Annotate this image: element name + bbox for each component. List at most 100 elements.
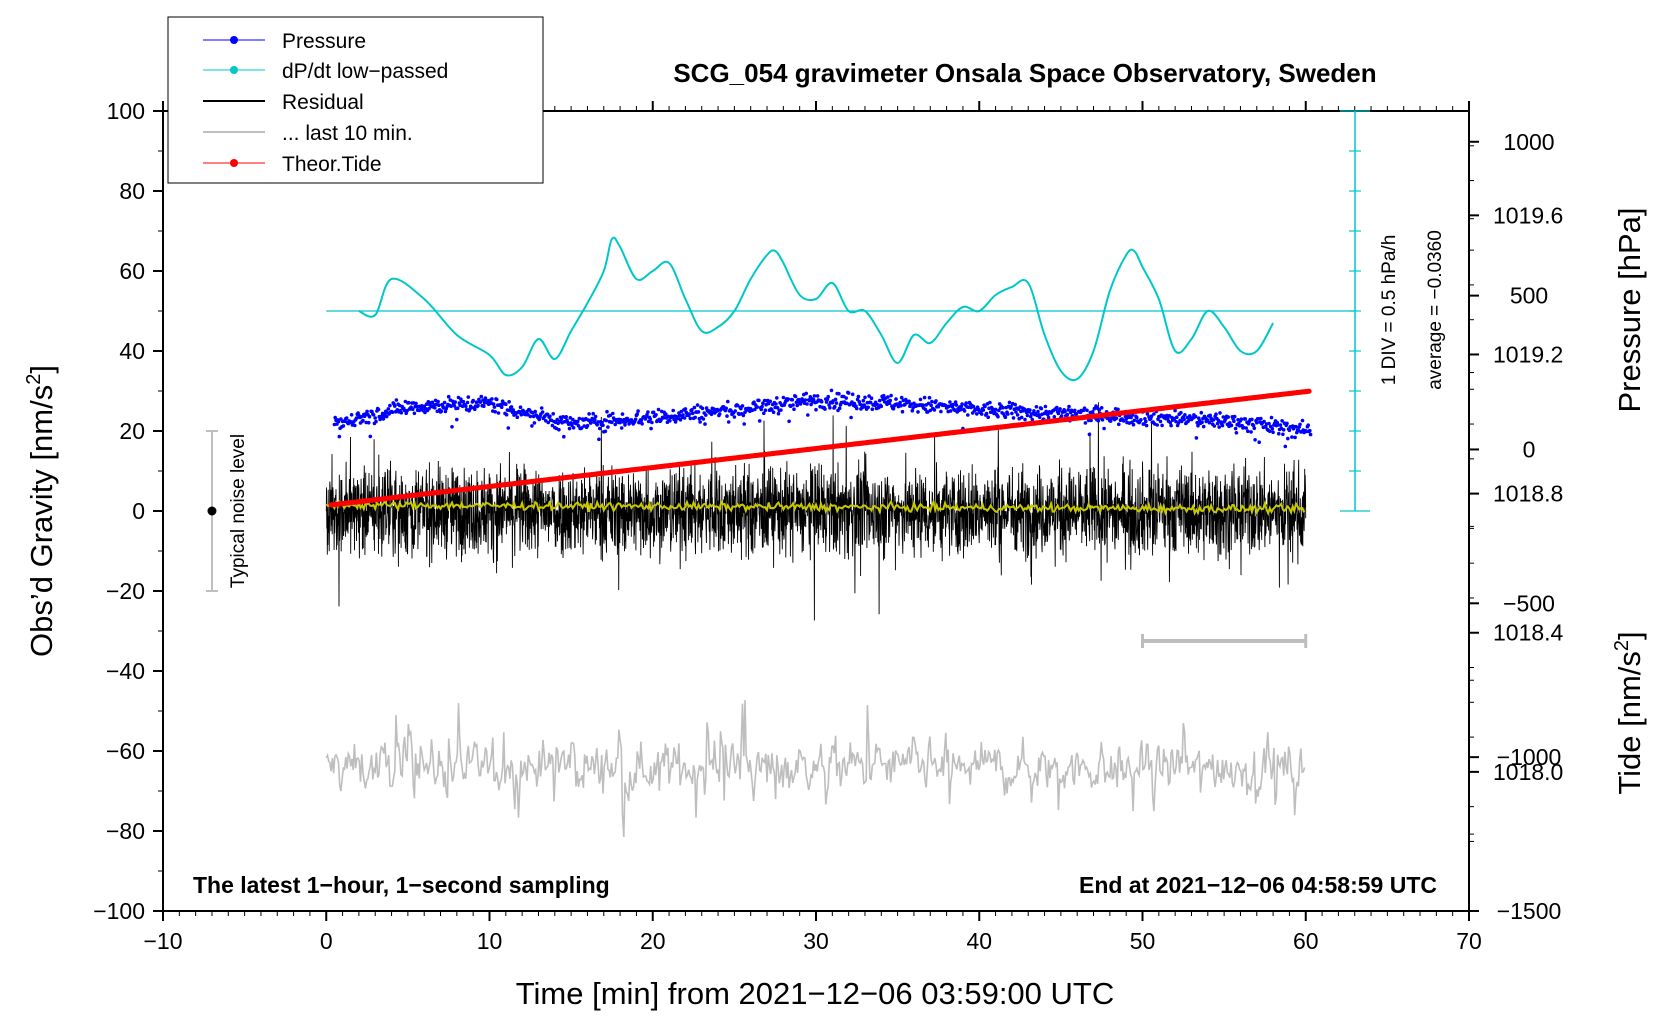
pressure-point bbox=[775, 396, 779, 400]
pressure-point bbox=[436, 399, 440, 404]
pressure-point bbox=[948, 400, 952, 404]
pressure-point bbox=[593, 417, 597, 422]
pressure-point bbox=[1155, 423, 1159, 427]
pressure-point bbox=[1271, 430, 1275, 435]
pressure-point bbox=[1211, 418, 1216, 422]
tide-point bbox=[1306, 388, 1312, 394]
pressure-point bbox=[393, 404, 397, 408]
note-sampling: The latest 1−hour, 1−second sampling bbox=[193, 872, 610, 898]
pressure-point bbox=[962, 409, 967, 413]
y-tick-label: 20 bbox=[119, 418, 145, 444]
pressure-point bbox=[1193, 414, 1198, 419]
pressure-point bbox=[774, 402, 778, 406]
pressure-point bbox=[803, 398, 808, 402]
pressure-point bbox=[934, 399, 938, 403]
pressure-point bbox=[988, 400, 992, 405]
pressure-point bbox=[618, 420, 622, 425]
pressure-point bbox=[1280, 419, 1284, 423]
legend-label-residual: Residual bbox=[282, 91, 364, 114]
tide-tick-label: 1000 bbox=[1503, 129, 1554, 155]
pressure-point bbox=[779, 408, 783, 412]
pressure-point bbox=[588, 421, 593, 425]
pressure-point bbox=[650, 420, 654, 425]
pressure-point bbox=[757, 419, 762, 423]
pressure-point bbox=[1145, 412, 1150, 416]
pressure-point bbox=[499, 405, 504, 410]
pressure-point bbox=[482, 404, 486, 409]
pressure-point bbox=[1283, 444, 1288, 449]
pressure-point bbox=[891, 407, 896, 411]
pressure-point bbox=[1246, 429, 1250, 434]
pressure-point bbox=[1281, 432, 1285, 437]
pressure-point bbox=[879, 404, 884, 409]
pressure-point bbox=[359, 415, 364, 419]
pressure-point bbox=[464, 404, 468, 409]
pressure-point bbox=[528, 414, 533, 419]
pressure-point bbox=[829, 388, 834, 393]
pressure-point bbox=[971, 404, 976, 409]
y-axis-label-left-text: Obs’d Gravity [nm/s bbox=[24, 385, 59, 657]
pressure-point bbox=[681, 413, 685, 417]
y-axis-label-tide: Tide [nm/s2] bbox=[1611, 631, 1647, 794]
pressure-point bbox=[966, 413, 970, 417]
pressure-point bbox=[1234, 431, 1239, 435]
pressure-point bbox=[1015, 413, 1020, 417]
pressure-point bbox=[1268, 429, 1272, 434]
noise-level-label: Typical noise level bbox=[228, 434, 249, 588]
pressure-point bbox=[735, 403, 740, 408]
pressure-point bbox=[473, 407, 477, 412]
pressure-point bbox=[826, 394, 830, 399]
pressure-point bbox=[337, 434, 342, 439]
pressure-point bbox=[557, 427, 561, 432]
pressure-point bbox=[900, 409, 905, 414]
tide-tick-label: −1000 bbox=[1497, 744, 1562, 770]
pressure-point bbox=[1001, 405, 1005, 410]
pressure-point bbox=[461, 399, 466, 404]
pressure-point bbox=[437, 403, 441, 408]
series-residual-low-passed bbox=[325, 498, 1306, 517]
pressure-scale-label: 1 DIV = 0.5 hPa/h bbox=[1379, 235, 1400, 386]
pressure-point bbox=[996, 414, 1000, 419]
y-tick-label: 40 bbox=[119, 338, 145, 364]
pressure-point bbox=[1073, 408, 1077, 413]
pressure-point bbox=[899, 395, 904, 400]
y-axis-label-tide-text: Tide [nm/s bbox=[1612, 651, 1647, 795]
pressure-point bbox=[1121, 419, 1126, 423]
pressure-point bbox=[1090, 410, 1095, 414]
x-tick-label: 0 bbox=[320, 928, 333, 954]
pressure-point bbox=[1167, 414, 1172, 418]
pressure-point bbox=[1232, 414, 1237, 419]
pressure-point bbox=[492, 405, 497, 409]
x-tick-label: 50 bbox=[1130, 928, 1156, 954]
pressure-point bbox=[979, 412, 984, 416]
axis-ticks: −10 0 10 20 30 40 50 60 70100806040200−20−40−60−… bbox=[93, 98, 1563, 954]
pressure-point bbox=[1175, 415, 1179, 420]
pressure-point bbox=[856, 394, 861, 399]
pressure-point bbox=[371, 413, 376, 417]
pressure-point bbox=[439, 409, 444, 414]
x-tick-label: 20 bbox=[640, 928, 666, 954]
pressure-point bbox=[636, 409, 640, 413]
pressure-point bbox=[664, 412, 668, 416]
pressure-point bbox=[1025, 413, 1030, 418]
pressure-point bbox=[834, 401, 839, 405]
pressure-point bbox=[875, 402, 879, 407]
pressure-point bbox=[688, 416, 693, 421]
pressure-point bbox=[825, 397, 830, 402]
x-tick-label: −10 bbox=[143, 928, 182, 954]
y-axis-label-tide-sup: 2 bbox=[1611, 640, 1633, 651]
pressure-point bbox=[1085, 408, 1089, 413]
pressure-point bbox=[353, 423, 357, 428]
pressure-point bbox=[1043, 404, 1048, 409]
pressure-point bbox=[1152, 412, 1156, 416]
pressure-point bbox=[333, 415, 338, 420]
series-dpdt-low-passed bbox=[358, 236, 1274, 382]
pressure-point bbox=[960, 402, 964, 406]
pressure-point bbox=[1158, 419, 1163, 424]
pressure-point bbox=[981, 408, 986, 412]
pressure-point bbox=[1063, 409, 1067, 414]
pressure-point bbox=[797, 397, 801, 402]
tide-tick-label: 0 bbox=[1523, 436, 1536, 462]
pressure-point bbox=[336, 419, 341, 424]
legend-label-pressure: Pressure bbox=[282, 30, 366, 53]
